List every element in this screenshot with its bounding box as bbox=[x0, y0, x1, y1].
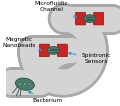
Text: Magnetic
Nanobeads: Magnetic Nanobeads bbox=[3, 37, 41, 50]
FancyBboxPatch shape bbox=[75, 12, 86, 25]
Ellipse shape bbox=[15, 78, 34, 90]
FancyBboxPatch shape bbox=[57, 44, 67, 57]
Ellipse shape bbox=[28, 83, 31, 86]
Ellipse shape bbox=[83, 15, 96, 23]
FancyBboxPatch shape bbox=[94, 12, 104, 25]
Text: Microfluidic
Channel: Microfluidic Channel bbox=[35, 1, 76, 17]
Text: Spintronic
Sensors: Spintronic Sensors bbox=[69, 52, 111, 64]
Ellipse shape bbox=[23, 83, 26, 86]
Ellipse shape bbox=[19, 83, 21, 86]
Text: Bacterium: Bacterium bbox=[28, 91, 63, 103]
FancyBboxPatch shape bbox=[39, 44, 49, 57]
Ellipse shape bbox=[47, 46, 60, 54]
